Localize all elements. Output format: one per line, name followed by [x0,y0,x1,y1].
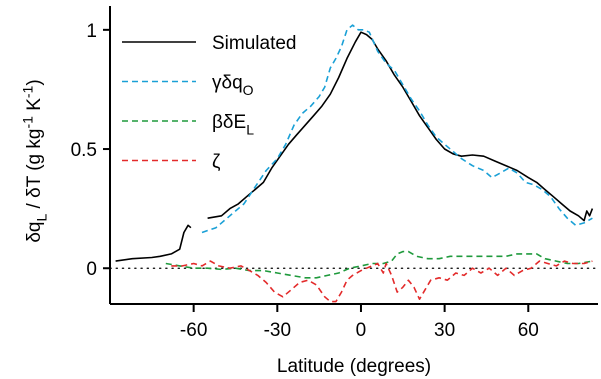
series-line-0-1 [207,31,594,222]
series-line-3-0 [171,260,593,303]
x-tick-label: 30 [434,320,455,341]
legend-label: γδqO​ [212,73,254,99]
y-tick-label: 1 [86,21,97,42]
x-tick-label: 0 [356,320,367,341]
y-tick-label: 0.5 [71,140,97,161]
legend: Simulated γδqO​ βδEL​ ζ [122,33,297,173]
series-1 [201,24,593,234]
legend-item-3: ζ [122,152,221,173]
legend-item-0: Simulated [122,33,297,54]
series-3 [171,260,593,303]
x-tick-label: 60 [518,320,539,341]
x-axis-title: Latitude (degrees) [277,356,431,377]
x-tick-label: -60 [180,320,207,341]
series-line-0-0 [115,224,192,262]
legend-item-2: βδEL​ [122,112,254,138]
legend-label: ζ [212,152,221,173]
series-layer [115,24,594,303]
legend-label: βδEL​ [212,112,254,138]
legend-item-1: γδqO​ [122,73,254,99]
x-tick-label: -30 [264,320,291,341]
y-tick-label: 0 [86,259,97,280]
y-axis-title: δqL​ / δT (g kg-1​ K-1​) [19,79,49,242]
series-line-1-0 [201,24,593,234]
series-0 [115,31,594,262]
legend-label: Simulated [212,33,297,54]
axes-layer: 0 0.5 1 -60 -30 0 30 60 Latitude (degrees) δqL​ /… [19,6,598,377]
